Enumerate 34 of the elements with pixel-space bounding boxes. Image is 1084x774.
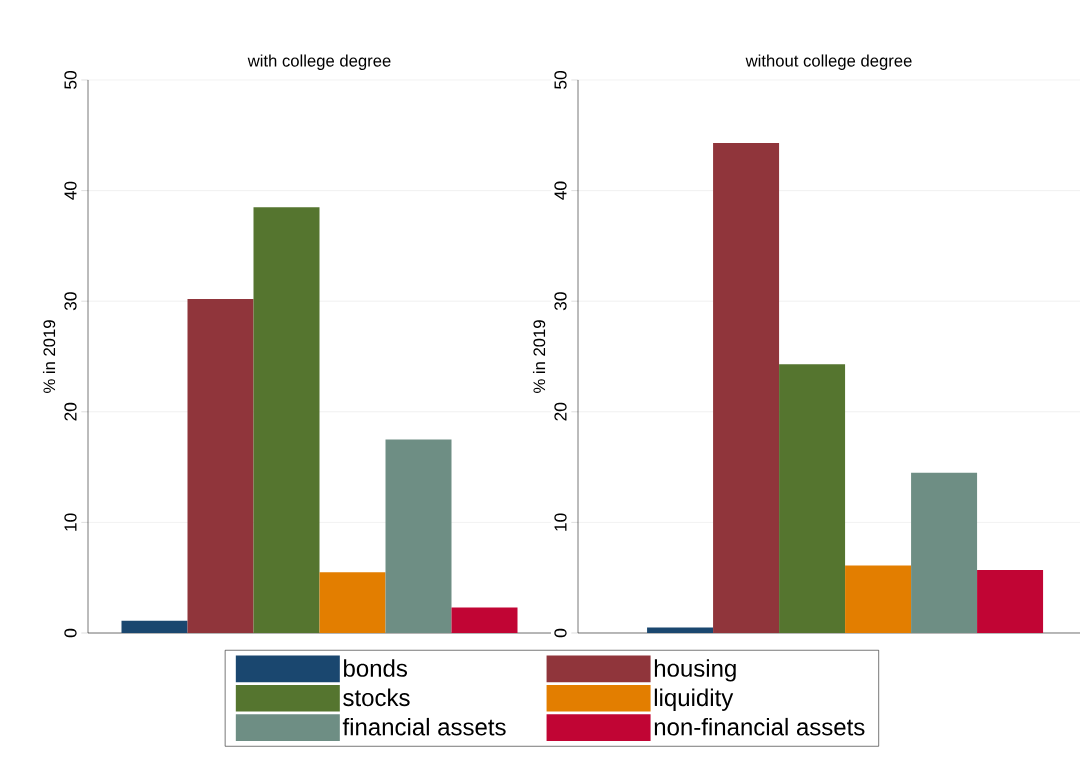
bar (385, 439, 452, 633)
y-tick-label: 30 (64, 292, 77, 311)
chart-title: without college degree (745, 54, 912, 70)
bar (253, 207, 320, 633)
y-tick-label: 10 (64, 513, 77, 531)
chart-title: with college degree (247, 54, 391, 70)
y-tick-label: 50 (64, 71, 77, 89)
y-tick-label: 40 (64, 181, 77, 200)
bar (977, 569, 1044, 633)
bar (647, 627, 714, 633)
bar (779, 364, 846, 633)
y-tick-label: 20 (64, 402, 77, 421)
y-tick-label: 40 (554, 181, 567, 200)
bar (121, 620, 188, 633)
legend-label: liquidity (654, 688, 734, 711)
y-axis-title: % in 2019 (42, 320, 56, 393)
y-tick-label: 0 (554, 628, 567, 638)
legend-label: housing (654, 659, 736, 682)
bar (187, 298, 254, 633)
y-axis-title: % in 2019 (532, 320, 546, 393)
y-tick-label: 50 (554, 71, 567, 89)
y-tick-label: 0 (64, 628, 77, 638)
bar (713, 143, 780, 633)
bar (319, 572, 386, 633)
y-tick-label: 10 (554, 513, 567, 531)
bar (911, 472, 978, 633)
legend-label: non-financial assets (654, 717, 865, 736)
legend-label: bonds (344, 659, 408, 677)
legend-label: stocks (343, 688, 410, 707)
y-tick-label: 20 (554, 402, 567, 421)
bar (451, 607, 518, 633)
legend-label: financial assets (342, 717, 506, 736)
bar (845, 565, 912, 633)
y-tick-label: 30 (554, 292, 567, 311)
